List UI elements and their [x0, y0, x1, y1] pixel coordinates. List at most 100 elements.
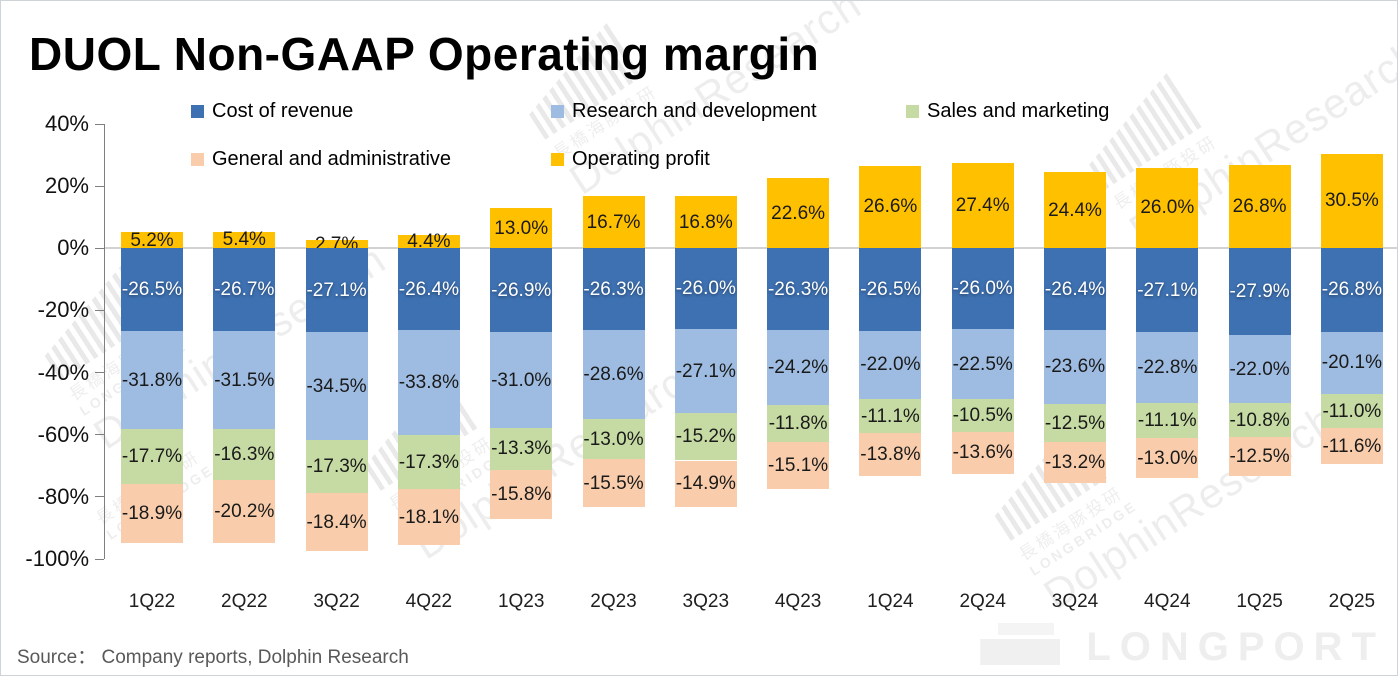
x-axis-label-2q24: 2Q24	[959, 591, 1006, 612]
segment-general-and-administrative: -12.5%	[1228, 436, 1291, 476]
segment-research-and-development: -34.5%	[305, 332, 368, 440]
bar-label: -13.2%	[1044, 452, 1106, 474]
bar-label: -18.9%	[121, 503, 183, 525]
segment-cost-of-revenue: -26.4%	[397, 248, 460, 331]
y-tick	[95, 558, 104, 560]
bar-label: -11.1%	[1137, 410, 1197, 432]
bar-label: -11.0%	[1322, 400, 1382, 422]
legend-swatch-icon	[551, 153, 564, 166]
segment-general-and-administrative: -15.5%	[582, 459, 645, 508]
segment-cost-of-revenue: -27.1%	[305, 248, 368, 333]
segment-research-and-development: -31.0%	[490, 331, 553, 429]
bar-label: -13.3%	[491, 438, 552, 460]
bar-label: -31.5%	[214, 369, 275, 391]
bar-label: -11.1%	[860, 405, 920, 427]
y-tick-label: -20%	[37, 297, 89, 323]
segment-research-and-development: -20.1%	[1320, 331, 1383, 394]
segment-research-and-development: -24.2%	[767, 330, 830, 406]
legend-label: General and administrative	[212, 148, 452, 170]
segment-general-and-administrative: -15.8%	[490, 469, 553, 519]
bar-label: -26.4%	[398, 278, 459, 300]
y-tick-label: -100%	[25, 546, 89, 571]
segment-cost-of-revenue: -26.9%	[490, 248, 553, 332]
segment-general-and-administrative: -20.2%	[213, 479, 276, 543]
bar-label: 5.4%	[222, 229, 266, 251]
bar-label: -24.2%	[767, 357, 829, 379]
segment-sales-and-marketing: -11.1%	[859, 398, 922, 434]
bar-label: 22.6%	[771, 202, 826, 224]
bar-label: -31.8%	[121, 369, 183, 391]
bar-label: -31.0%	[491, 369, 552, 391]
x-axis-label-4q24: 4Q24	[1144, 591, 1191, 612]
bar-label: -11.6%	[1322, 435, 1382, 457]
segment-sales-and-marketing: -10.5%	[951, 398, 1014, 432]
legend-swatch-icon	[191, 105, 204, 118]
bar-label: -33.8%	[398, 372, 459, 394]
bar-label: -15.2%	[675, 426, 736, 448]
x-axis-label-2q23: 2Q23	[590, 591, 637, 612]
zero-gridline	[104, 247, 1397, 250]
segment-cost-of-revenue: -26.5%	[859, 248, 922, 331]
bar-label: -26.9%	[491, 279, 552, 301]
segment-general-and-administrative: -18.9%	[121, 484, 183, 544]
segment-operating-profit: 30.5%	[1320, 153, 1383, 249]
y-tick	[95, 123, 104, 125]
bar-label: -13.6%	[952, 442, 1013, 464]
bar-label: -10.5%	[952, 404, 1013, 426]
bar-label: 27.4%	[955, 195, 1010, 217]
bar-label: -26.0%	[675, 278, 736, 300]
segment-research-and-development: -23.6%	[1044, 330, 1106, 404]
bar-label: -17.3%	[398, 451, 459, 473]
segment-sales-and-marketing: -13.3%	[490, 428, 553, 470]
bar-label: -16.3%	[214, 443, 275, 465]
bar-label: -18.1%	[398, 506, 459, 528]
bar-label: -13.0%	[1137, 447, 1198, 469]
y-tick-label: 0%	[57, 235, 89, 261]
legend-item-research-and-development: Research and development	[551, 100, 817, 123]
segment-operating-profit: 13.0%	[490, 207, 553, 249]
segment-cost-of-revenue: -26.4%	[1044, 248, 1106, 331]
segment-general-and-administrative: -13.2%	[1044, 442, 1106, 484]
y-tick-label: -60%	[37, 421, 89, 447]
bar-label: -27.1%	[1137, 279, 1198, 301]
segment-operating-profit: 5.2%	[121, 231, 183, 250]
bar-label: -23.6%	[1044, 356, 1106, 378]
bar-label: 16.8%	[678, 211, 733, 233]
segment-cost-of-revenue: -26.8%	[1320, 248, 1383, 332]
segment-research-and-development: -22.0%	[1228, 334, 1291, 404]
bar-label: -22.0%	[1229, 358, 1290, 380]
x-axis-label-4q22: 4Q22	[405, 591, 453, 612]
segment-sales-and-marketing: -15.2%	[674, 413, 737, 461]
longport-logo-text: LONGPORT	[1086, 624, 1385, 669]
y-tick	[95, 247, 104, 249]
bar-label: -15.8%	[491, 483, 552, 505]
y-tick-label: 40%	[44, 111, 89, 136]
segment-cost-of-revenue: -27.1%	[1136, 248, 1199, 333]
bar-label: -14.9%	[675, 473, 736, 495]
bar-label: -26.0%	[952, 278, 1013, 300]
segment-research-and-development: -31.5%	[213, 331, 276, 430]
bar-label: -26.5%	[860, 278, 921, 300]
segment-sales-and-marketing: -11.8%	[767, 405, 830, 442]
segment-general-and-administrative: -14.9%	[674, 460, 737, 507]
segment-sales-and-marketing: -17.3%	[397, 435, 460, 490]
bar-label: -11.8%	[768, 413, 828, 435]
bar-label: -22.5%	[952, 353, 1013, 375]
segment-operating-profit: 16.7%	[582, 196, 645, 249]
x-axis-label-2q22: 2Q22	[221, 591, 268, 612]
segment-operating-profit: 27.4%	[951, 163, 1014, 249]
bar-label: -34.5%	[306, 375, 367, 397]
bar-label: -26.3%	[583, 278, 644, 300]
bar-label: -12.5%	[1044, 412, 1106, 434]
bar-label: -17.3%	[306, 456, 367, 478]
legend-item-cost-of-revenue: Cost of revenue	[191, 100, 353, 123]
bar-label: -28.6%	[583, 363, 644, 385]
segment-cost-of-revenue: -26.5%	[121, 248, 183, 331]
segment-sales-and-marketing: -11.1%	[1136, 403, 1199, 438]
segment-general-and-administrative: -18.4%	[305, 493, 368, 551]
bar-label: -20.2%	[214, 500, 275, 522]
legend-label: Sales and marketing	[927, 100, 1110, 122]
